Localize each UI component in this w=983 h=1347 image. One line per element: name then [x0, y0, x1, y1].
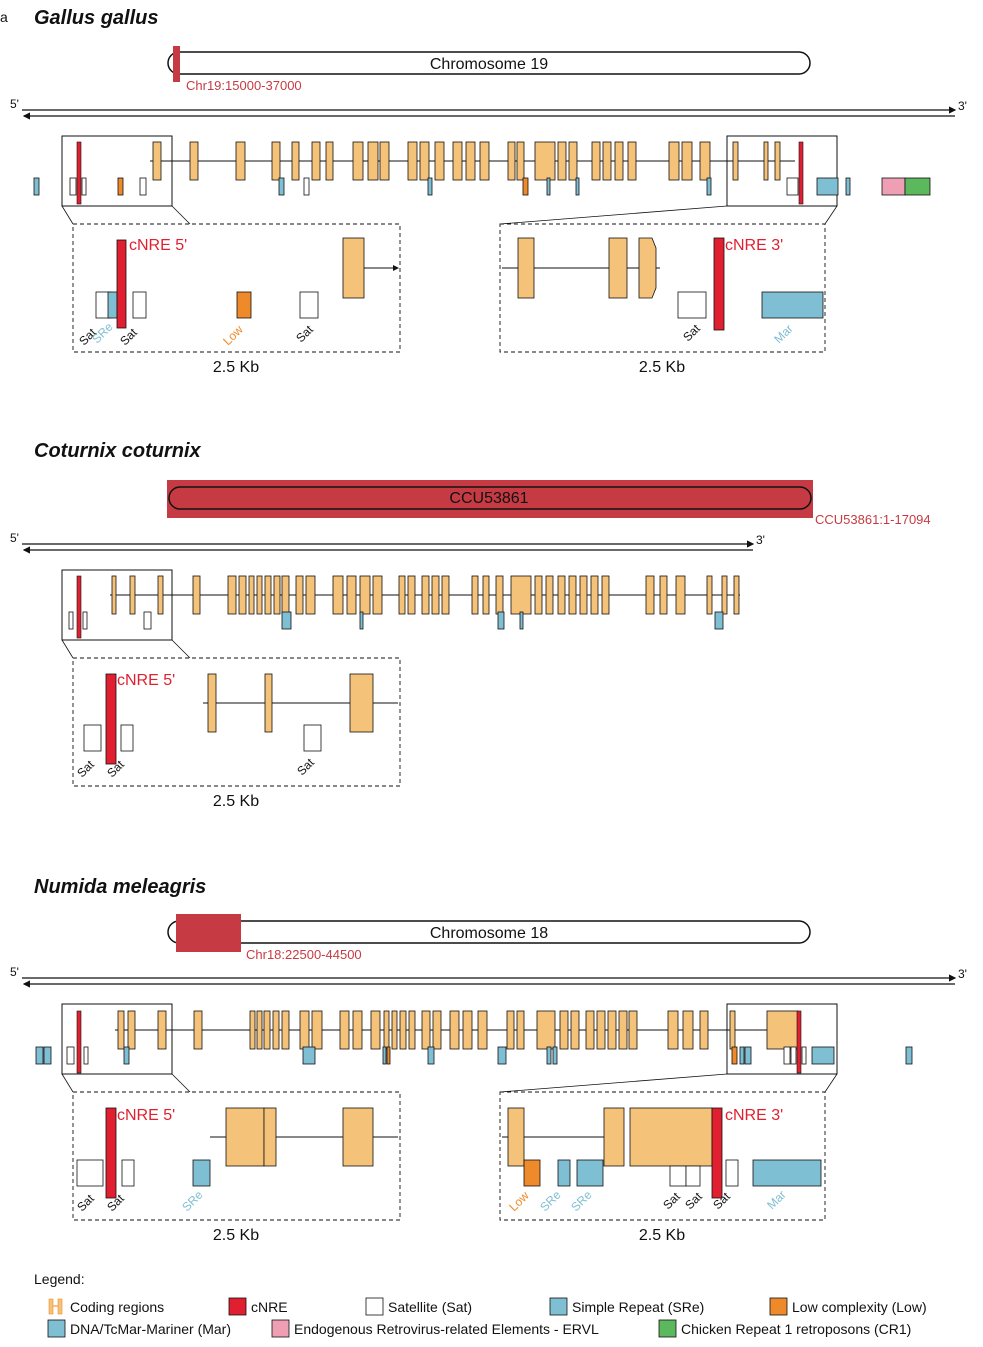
repeat-label: SRe — [89, 319, 116, 346]
zoom-box-5 — [61, 135, 173, 207]
legend-item-low: Low complexity (Low) — [769, 1297, 927, 1316]
panel-coturnix: Coturnix coturnix CCU53861 CCU53861:1-17… — [10, 440, 931, 810]
chromosome-ideogram — [167, 920, 811, 944]
repeat-label: SRe — [537, 1187, 564, 1214]
legend-item-sre: Simple Repeat (SRe) — [549, 1297, 704, 1316]
chromosome-label: CCU53861 — [449, 490, 528, 507]
region-coordinate: Chr19:15000-37000 — [186, 78, 302, 93]
legend-item-mar: DNA/TcMar-Mariner (Mar) — [47, 1319, 231, 1338]
inset-3prime: cNRE 3' Sat Mar 2.5 Kb — [499, 223, 826, 376]
region-highlight — [173, 46, 180, 82]
repeat-label: SRe — [568, 1187, 595, 1214]
chromosome-label: Chromosome 18 — [430, 925, 548, 942]
panel-gallus: Gallus gallus Chromosome 19 Chr19:15000-… — [10, 7, 967, 376]
zoom-box-5 — [61, 569, 173, 641]
zoom-box-5 — [61, 1003, 173, 1075]
repeat-label: Sat — [117, 325, 140, 348]
region-highlight — [176, 914, 241, 952]
repeat-label: Sat — [680, 321, 703, 344]
legend-label: Coding regions — [70, 1299, 164, 1315]
cnre-label: cNRE 3' — [725, 237, 783, 254]
repeat-label: Mar — [764, 1188, 789, 1213]
three-prime-label: 3' — [958, 99, 967, 113]
legend-item-cr1: Chicken Repeat 1 retroposons (CR1) — [658, 1319, 911, 1338]
cnre-label: cNRE 5' — [129, 237, 187, 254]
legend-label: DNA/TcMar-Mariner (Mar) — [70, 1321, 231, 1337]
legend-label: Endogenous Retrovirus-related Elements -… — [294, 1321, 599, 1337]
five-prime-label: 5' — [10, 531, 19, 545]
three-prime-label: 3' — [756, 533, 765, 547]
zoom-box-3 — [726, 135, 838, 207]
scale-label: 2.5 Kb — [213, 359, 259, 376]
species-title: Numida meleagris — [34, 876, 206, 898]
gene-track — [68, 575, 740, 639]
legend-title: Legend: — [34, 1271, 85, 1287]
repeat-label: Low — [506, 1188, 532, 1214]
legend-item-cnre: cNRE — [228, 1297, 288, 1316]
legend-item-sat: Satellite (Sat) — [365, 1297, 472, 1316]
repeat-label: Sat — [294, 755, 317, 778]
repeat-label: Sat — [660, 1189, 683, 1212]
strand-arrows: 5' 3' — [10, 531, 765, 554]
cnre-label: cNRE 3' — [725, 1107, 783, 1124]
legend-label: Low complexity (Low) — [792, 1299, 927, 1315]
chromosome-label: Chromosome 19 — [430, 56, 548, 73]
species-title: Coturnix coturnix — [34, 440, 202, 462]
legend-item-ervl: Endogenous Retrovirus-related Elements -… — [271, 1319, 599, 1338]
region-coordinate: CCU53861:1-17094 — [815, 512, 931, 527]
repeat-label: Mar — [771, 322, 796, 347]
inset-5prime: cNRE 5' Sat Sat SRe 2.5 Kb — [72, 1091, 401, 1244]
region-coordinate: Chr18:22500-44500 — [246, 947, 362, 962]
repeat-label: Sat — [74, 1191, 97, 1214]
legend-label: Chicken Repeat 1 retroposons (CR1) — [681, 1321, 911, 1337]
repeat-label: Sat — [682, 1189, 705, 1212]
repeat-label: Low — [220, 322, 246, 348]
cnre-label: cNRE 5' — [117, 1107, 175, 1124]
inset-5prime: cNRE 5' Sat Sat Sat 2.5 Kb — [72, 657, 401, 810]
five-prime-label: 5' — [10, 97, 19, 111]
legend-label: Satellite (Sat) — [388, 1299, 472, 1315]
repeat-label: SRe — [179, 1187, 206, 1214]
scale-label: 2.5 Kb — [213, 793, 259, 810]
inset-3prime: cNRE 3' Low SRe SRe Sat Sat Sat Mar 2.5 … — [499, 1091, 826, 1244]
legend: Legend: Coding regions cNRE Satellite (S… — [34, 1271, 927, 1338]
zoom-box-3 — [726, 1003, 838, 1075]
gene-track — [33, 141, 931, 205]
repeat-label: Sat — [293, 322, 316, 345]
panel-numida: Numida meleagris Chromosome 18 Chr18:225… — [10, 876, 967, 1244]
strand-arrows: 5' 3' — [10, 965, 967, 988]
scale-label: 2.5 Kb — [213, 1227, 259, 1244]
chromosome-ideogram — [168, 486, 812, 510]
scale-label: 2.5 Kb — [639, 359, 685, 376]
legend-label: cNRE — [251, 1299, 288, 1315]
inset-5prime: cNRE 5' Sat SRe Sat Low Sat 2.5 Kb — [72, 223, 401, 376]
strand-arrows: 5' 3' — [10, 97, 967, 120]
scale-label: 2.5 Kb — [639, 1227, 685, 1244]
three-prime-label: 3' — [958, 967, 967, 981]
legend-label: Simple Repeat (SRe) — [572, 1299, 704, 1315]
species-title: Gallus gallus — [34, 7, 158, 29]
legend-item-coding: Coding regions — [48, 1298, 164, 1315]
chromosome-ideogram — [167, 51, 811, 75]
five-prime-label: 5' — [10, 965, 19, 979]
repeat-label: Sat — [74, 757, 97, 780]
cnre-label: cNRE 5' — [117, 672, 175, 689]
panel-letter: a — [0, 9, 8, 25]
gene-track — [35, 1010, 913, 1074]
